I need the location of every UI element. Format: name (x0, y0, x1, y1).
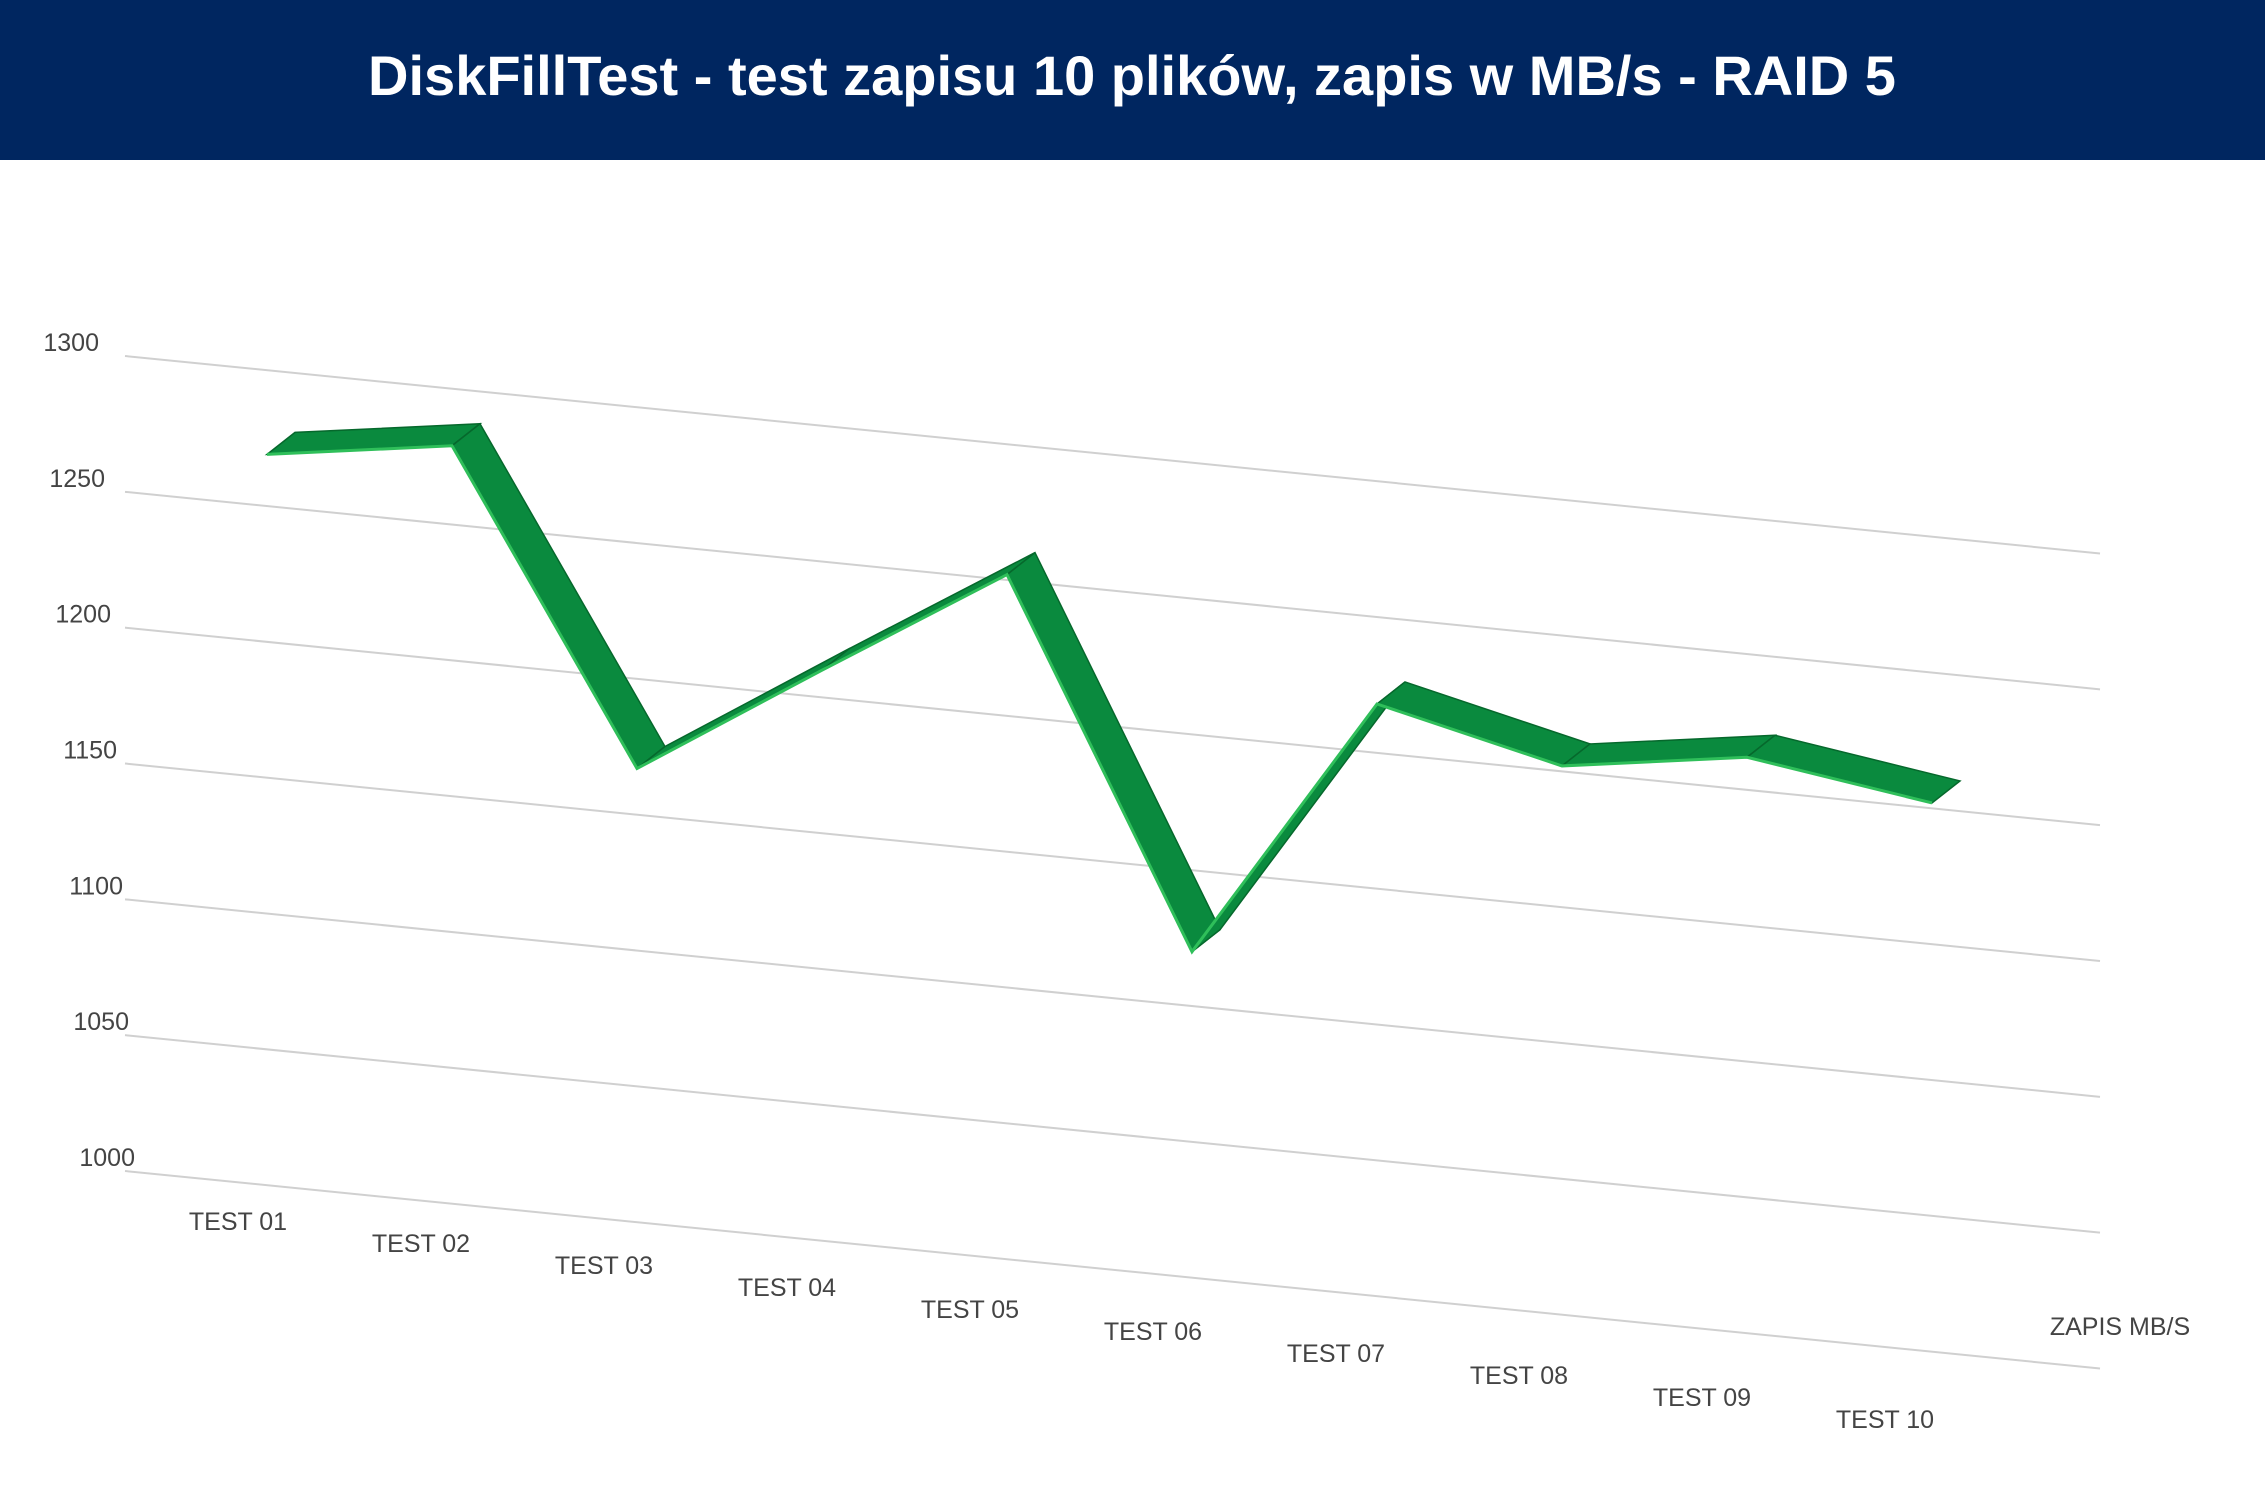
grid-line (124, 1034, 2101, 1234)
y-tick-label: 1150 (63, 737, 117, 765)
x-tick-label: TEST 07 (1287, 1340, 1385, 1368)
x-tick-label: TEST 09 (1653, 1384, 1751, 1412)
x-tick-label: TEST 08 (1470, 1362, 1568, 1390)
y-tick-label: 1250 (49, 465, 105, 493)
x-tick-label: TEST 02 (372, 1230, 470, 1258)
y-tick-label: 1200 (55, 601, 111, 629)
legend-label: ZAPIS MB/S (2050, 1313, 2190, 1341)
header-band (0, 0, 2265, 160)
x-tick-label: TEST 06 (1104, 1318, 1202, 1346)
x-tick-label: TEST 04 (738, 1274, 836, 1302)
chart-title: DiskFillTest - test zapisu 10 plików, za… (368, 44, 1896, 107)
y-tick-label: 1000 (79, 1144, 135, 1172)
grid-line (124, 1170, 2101, 1370)
x-tick-label: TEST 10 (1836, 1406, 1934, 1434)
grid-line (124, 898, 2101, 1098)
grid-line (124, 355, 2101, 555)
y-tick-label: 1300 (43, 329, 99, 357)
y-tick-label: 1100 (69, 872, 123, 900)
line (266, 444, 1933, 955)
y-tick-label: 1050 (73, 1008, 129, 1036)
x-tick-label: TEST 01 (189, 1208, 287, 1236)
grid-line (124, 490, 2101, 691)
x-tick-label: TEST 03 (555, 1252, 653, 1280)
grid-line (124, 762, 2101, 962)
x-tick-label: TEST 05 (921, 1296, 1019, 1324)
